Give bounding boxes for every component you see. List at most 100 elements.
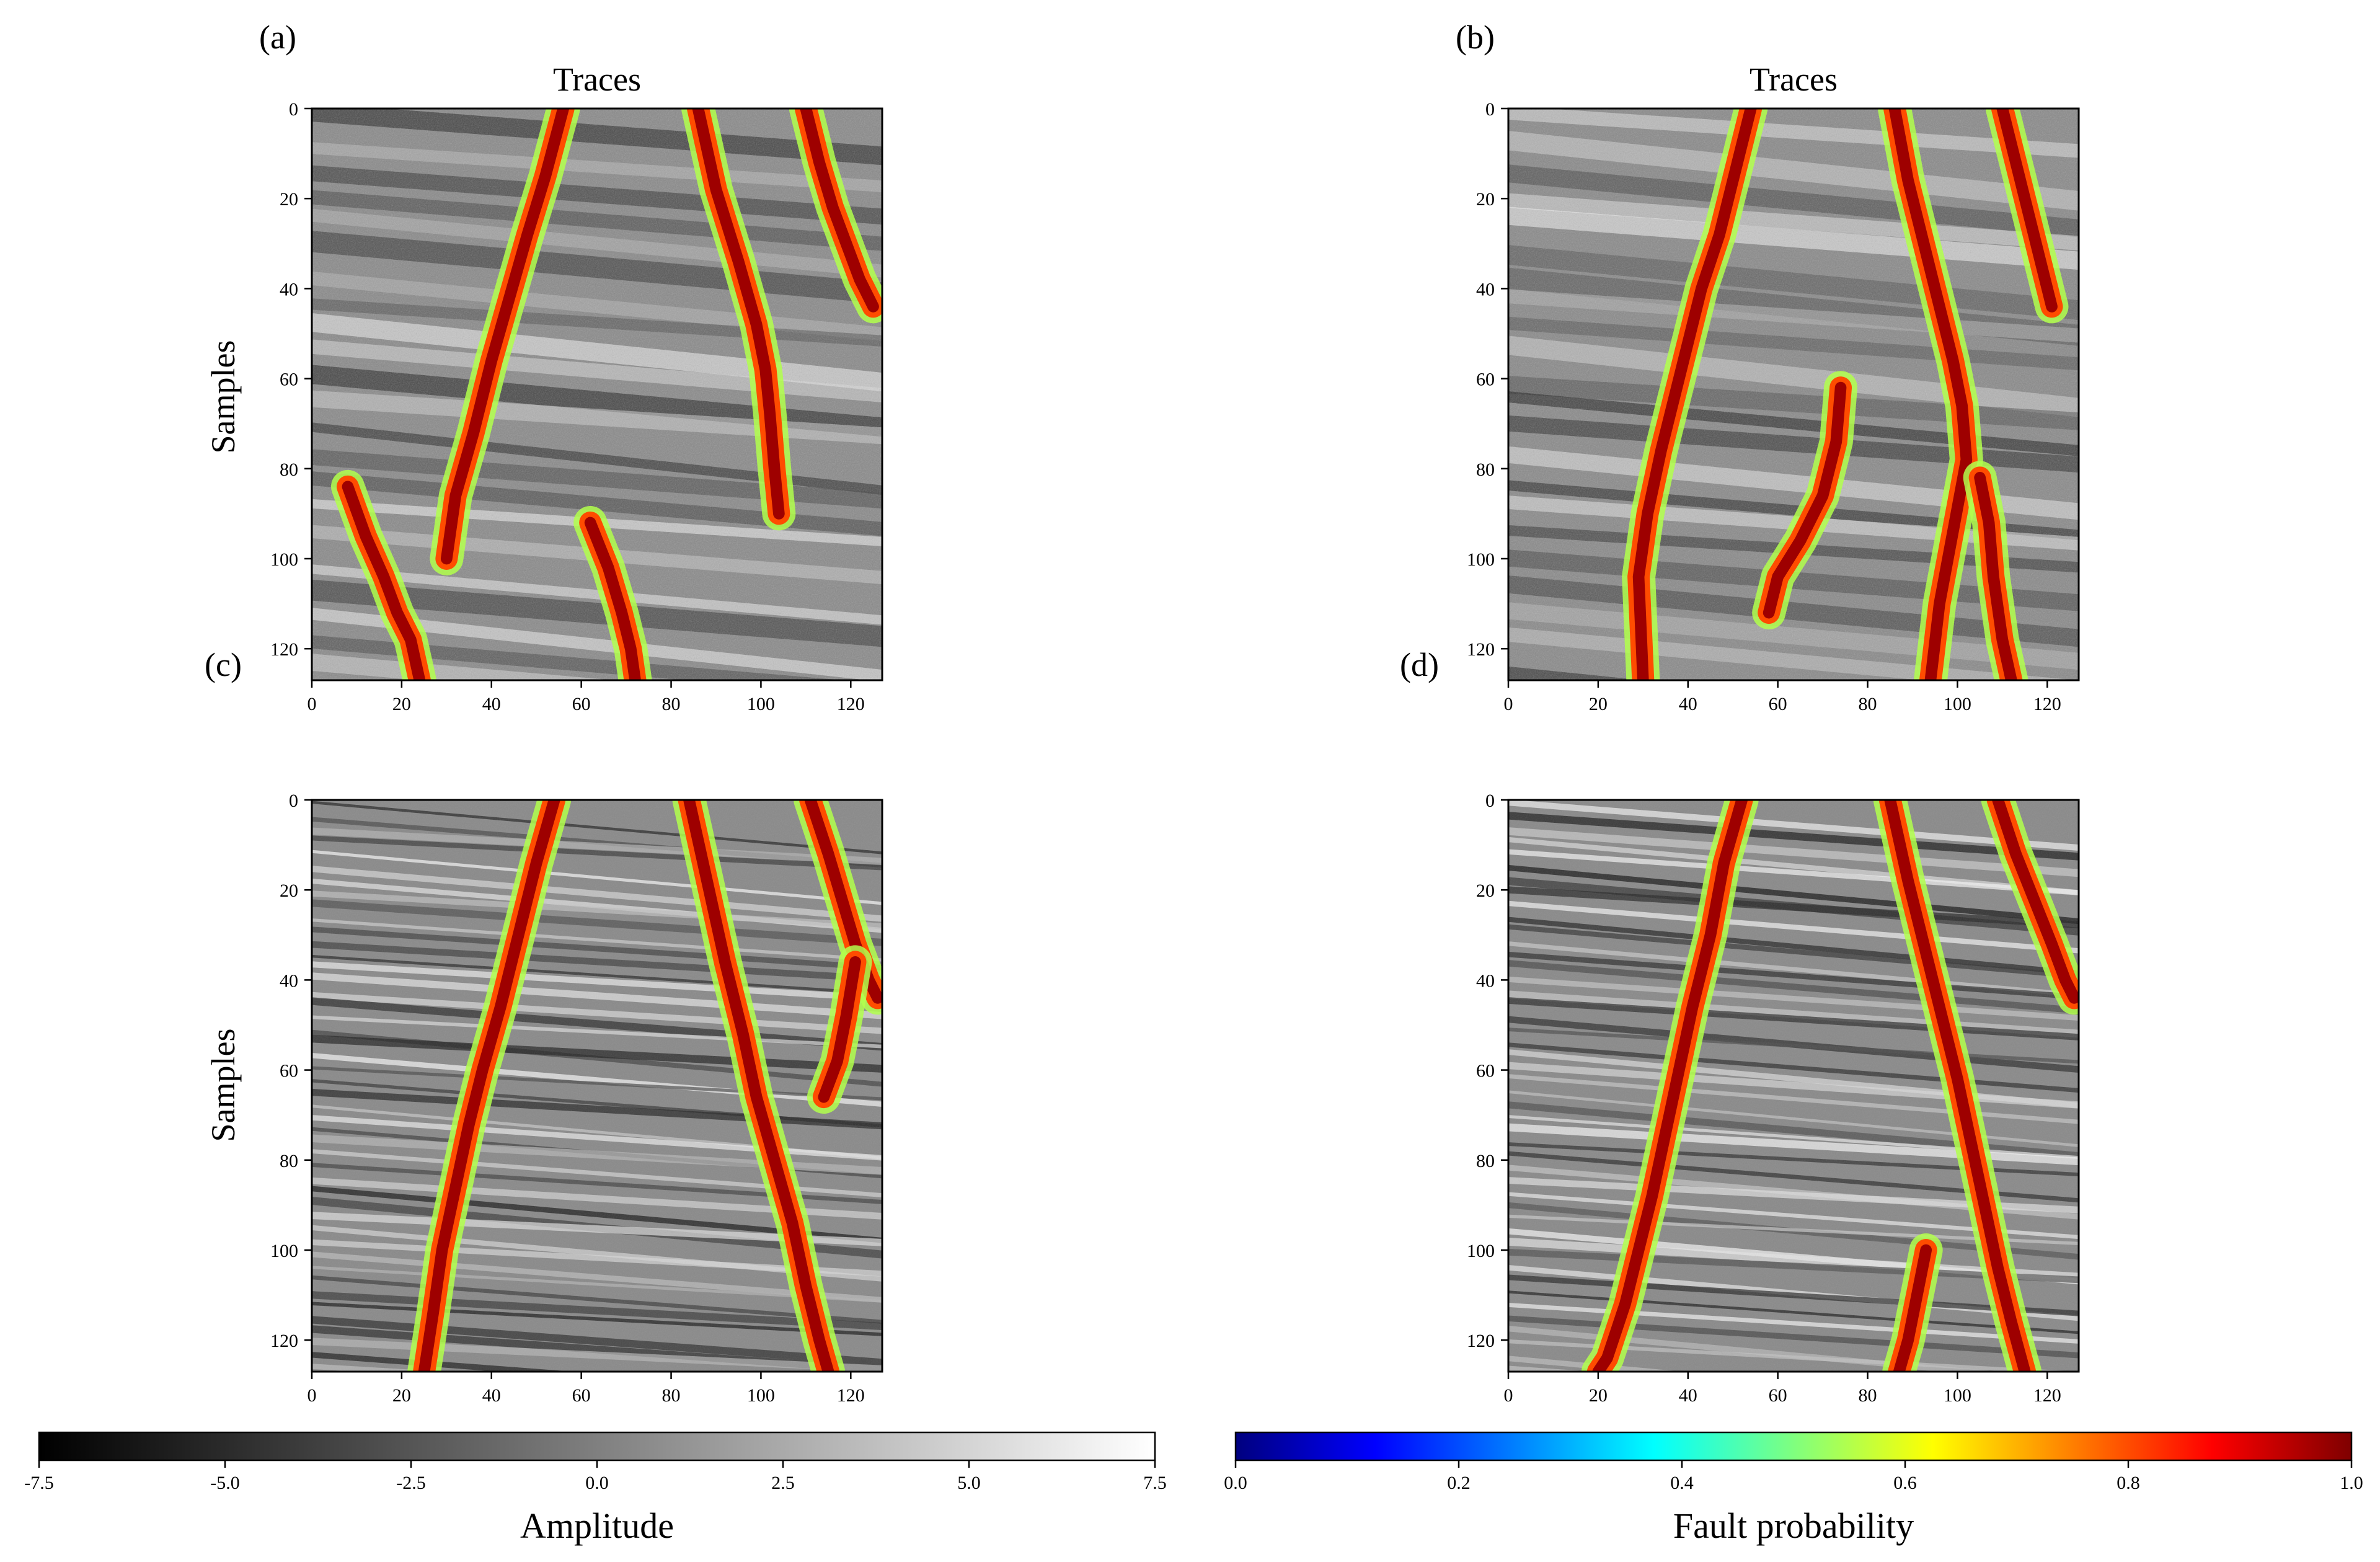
y-tick-label: 40 <box>1476 279 1495 300</box>
panel-d-ticks: 0 20 40 60 80 100 120 0 20 40 60 80 100 120 <box>1467 791 2061 1406</box>
fault-core <box>440 109 570 565</box>
x-tick-label: 100 <box>747 1385 775 1406</box>
y-tick-label: 100 <box>1467 1241 1495 1261</box>
fault-core <box>692 109 785 520</box>
x-tick-label: 120 <box>837 1385 865 1406</box>
x-tick-label: 120 <box>2033 694 2061 714</box>
y-tick-label: 120 <box>1467 639 1495 660</box>
panel-d-plot: 0 20 40 60 80 100 120 0 20 40 60 80 100 120 <box>1467 791 2080 1406</box>
y-tick-label: 40 <box>280 970 298 991</box>
panel-a-frame <box>311 107 883 681</box>
fault-probability-colorbar-bar <box>1234 1431 2353 1462</box>
panel-c: (c) Samples 0 20 40 60 80 100 120 0 20 40 60 80 100 1… <box>205 646 883 1406</box>
y-tick-label: 20 <box>280 189 298 210</box>
fault-core <box>1893 1244 1932 1372</box>
y-tick-label: 40 <box>280 279 298 300</box>
panel-a-plot: 0 20 40 60 80 100 120 0 20 40 60 80 100 120 <box>270 99 883 714</box>
fault-probability-tick-label: 0.6 <box>1893 1473 1917 1493</box>
amplitude-tick-label: 7.5 <box>1143 1473 1167 1493</box>
x-tick-label: 0 <box>1504 694 1513 714</box>
panel-c-faults <box>407 800 882 1372</box>
amplitude-tick-label: -2.5 <box>396 1473 426 1493</box>
x-tick-label: 120 <box>2033 1385 2061 1406</box>
fault-core <box>584 517 641 680</box>
y-tick-label: 80 <box>1476 1151 1495 1171</box>
panel-c-letter: (c) <box>205 646 242 683</box>
y-tick-label: 0 <box>289 99 298 120</box>
fault-probability-colorbar: Fault probability 0.0 0.2 0.4 0.6 0.8 1.0 <box>1224 1431 2363 1546</box>
y-tick-label: 0 <box>1485 99 1495 120</box>
x-tick-label: 20 <box>1589 694 1608 714</box>
amplitude-tick-label: -7.5 <box>24 1473 54 1493</box>
x-tick-label: 60 <box>1769 694 1787 714</box>
y-tick-label: 120 <box>270 1331 298 1351</box>
panel-a: (a) Traces Samples 0 20 40 60 80 100 120 0 20 40 6… <box>205 19 883 714</box>
y-tick-label: 0 <box>289 791 298 811</box>
fault-core <box>342 481 426 680</box>
x-tick-label: 100 <box>747 694 775 714</box>
fault-core <box>683 800 834 1372</box>
x-tick-label: 0 <box>307 1385 317 1406</box>
amplitude-tick-label: 0.0 <box>585 1473 609 1493</box>
panel-a-ticks: 0 20 40 60 80 100 120 0 20 40 60 80 100 120 <box>270 99 865 714</box>
panel-d-faults <box>1581 800 2079 1372</box>
amplitude-colorbar: Amplitude -7.5 -5.0 -2.5 0.0 2.5 5.0 7.5 <box>24 1431 1167 1546</box>
y-tick-label: 60 <box>1476 370 1495 390</box>
fault-core <box>1763 381 1847 619</box>
panel-b-plot: 0 20 40 60 80 100 120 0 20 40 60 80 100 120 <box>1467 99 2080 714</box>
y-tick-label: 120 <box>1467 1331 1495 1351</box>
x-tick-label: 20 <box>1589 1385 1608 1406</box>
y-tick-label: 100 <box>1467 549 1495 570</box>
x-tick-label: 40 <box>1679 1385 1697 1406</box>
amplitude-tick-label: 2.5 <box>771 1473 795 1493</box>
panel-b-faults <box>1622 109 2069 680</box>
fault-probability-tick-label: 1.0 <box>2340 1473 2363 1493</box>
y-tick-label: 0 <box>1485 791 1495 811</box>
x-tick-label: 20 <box>392 1385 411 1406</box>
panel-b-image <box>1508 109 2079 680</box>
y-tick-label: 60 <box>1476 1061 1495 1081</box>
y-tick-label: 20 <box>1476 189 1495 210</box>
amplitude-colorbar-bar <box>38 1431 1156 1462</box>
x-tick-label: 0 <box>1504 1385 1513 1406</box>
amplitude-tick-label: -5.0 <box>210 1473 240 1493</box>
x-tick-label: 20 <box>392 694 411 714</box>
x-tick-label: 80 <box>662 1385 681 1406</box>
x-tick-label: 80 <box>1859 694 1877 714</box>
x-tick-label: 80 <box>1859 1385 1877 1406</box>
panel-c-plot: 0 20 40 60 80 100 120 0 20 40 60 80 100 120 <box>270 791 883 1406</box>
fault-core <box>800 109 879 313</box>
x-tick-label: 40 <box>482 1385 501 1406</box>
panel-a-title: Traces <box>553 61 641 98</box>
panel-b-title: Traces <box>1750 61 1838 98</box>
panel-c-image <box>312 800 882 1372</box>
panel-a-ylabel: Samples <box>205 340 242 454</box>
y-tick-label: 80 <box>1476 459 1495 480</box>
x-tick-label: 100 <box>1944 694 1971 714</box>
amplitude-tick-label: 5.0 <box>957 1473 981 1493</box>
y-tick-label: 60 <box>280 1061 298 1081</box>
panel-d-frame <box>1507 799 2080 1373</box>
fault-probability-tick-label: 0.0 <box>1224 1473 1247 1493</box>
panel-b-letter: (b) <box>1456 19 1495 56</box>
fault-core <box>1992 800 2079 1004</box>
fault-core <box>1974 471 2017 680</box>
x-tick-label: 40 <box>1679 694 1697 714</box>
x-tick-label: 120 <box>837 694 865 714</box>
panel-b: (b) Traces 0 20 40 60 80 100 120 0 20 40 60 80 100 12… <box>1456 19 2080 714</box>
y-tick-label: 80 <box>280 459 298 480</box>
fault-probability-tick-label: 0.4 <box>1670 1473 1694 1493</box>
panel-d-letter: (d) <box>1400 646 1439 683</box>
fault-probability-tick-label: 0.2 <box>1447 1473 1471 1493</box>
fault-probability-colorbar-label: Fault probability <box>1673 1506 1914 1546</box>
x-tick-label: 60 <box>1769 1385 1787 1406</box>
panel-a-letter: (a) <box>259 19 296 56</box>
x-tick-label: 100 <box>1944 1385 1971 1406</box>
y-tick-label: 100 <box>270 1241 298 1261</box>
x-tick-label: 40 <box>482 694 501 714</box>
x-tick-label: 60 <box>572 694 591 714</box>
panel-b-ticks: 0 20 40 60 80 100 120 0 20 40 60 80 100 120 <box>1467 99 2061 714</box>
y-tick-label: 80 <box>280 1151 298 1171</box>
panel-c-frame <box>311 799 883 1373</box>
